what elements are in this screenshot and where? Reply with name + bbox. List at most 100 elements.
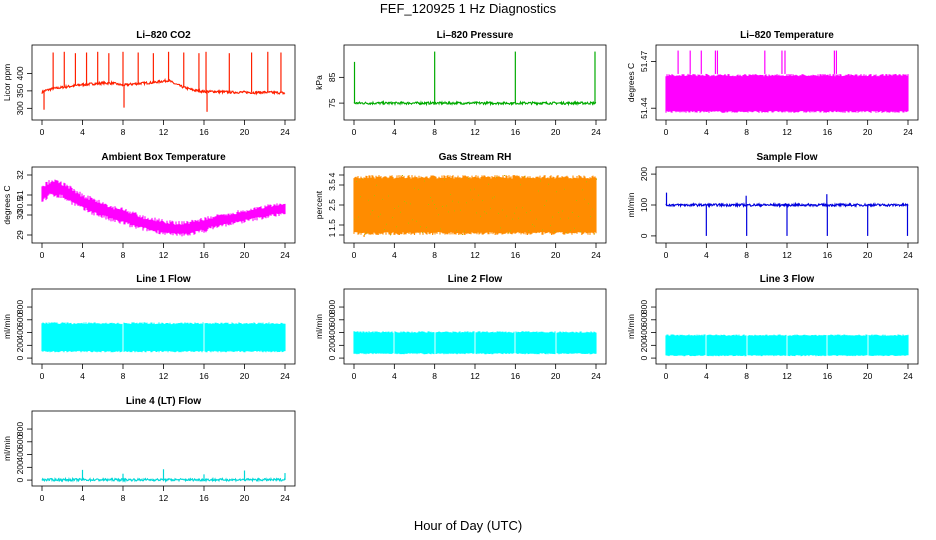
y-tick-label: 300 [15, 101, 25, 115]
x-tick-label: 12 [159, 493, 169, 503]
x-tick-label: 8 [744, 371, 749, 381]
panel-title: Gas Stream RH [439, 152, 512, 163]
panel-title: Line 3 Flow [760, 274, 815, 285]
y-tick-label: 600 [15, 434, 25, 448]
y-axis-title: ml/min [2, 314, 12, 339]
panel-title: Li–820 Pressure [437, 30, 514, 41]
x-tick-label: 12 [782, 371, 792, 381]
x-tick-label: 20 [240, 127, 250, 137]
y-tick-label: 0 [15, 355, 25, 360]
x-tick-label: 0 [40, 250, 45, 260]
y-axis-title: ml/min [626, 314, 636, 339]
x-tick-label: 20 [863, 127, 873, 137]
x-tick-label: 0 [40, 493, 45, 503]
x-tick-label: 0 [40, 127, 45, 137]
panel-7: Line 1 Flow 0 4 8 12 16 20 24 0 200400600800ml/mi… [2, 274, 296, 381]
panel-title: Line 1 Flow [136, 274, 191, 285]
x-tick-label: 20 [551, 127, 561, 137]
x-tick-label: 0 [664, 127, 669, 137]
x-tick-label: 24 [903, 127, 913, 137]
y-tick-label: 0 [15, 477, 25, 482]
x-tick-label: 8 [121, 371, 126, 381]
y-tick-label: 800 [15, 300, 25, 314]
x-tick-label: 16 [199, 127, 209, 137]
x-tick-label: 4 [704, 127, 709, 137]
y-axis-title: Licor ppm [2, 64, 12, 101]
x-tick-label: 20 [240, 371, 250, 381]
x-tick-label: 0 [664, 250, 669, 260]
x-tick-label: 8 [744, 127, 749, 137]
y-tick-label: 600 [327, 312, 337, 326]
panel-title: Sample Flow [756, 152, 817, 163]
y-axis-title: ml/min [2, 436, 12, 461]
x-tick-label: 16 [823, 371, 833, 381]
y-axis-title: kPa [314, 75, 324, 90]
x-tick-label: 12 [159, 250, 169, 260]
y-axis-title: degrees C [2, 185, 12, 224]
x-tick-label: 0 [352, 250, 357, 260]
y-tick-label: 400 [639, 325, 649, 339]
x-tick-label: 12 [470, 127, 480, 137]
y-tick-label: 31 [15, 190, 25, 200]
y-tick-label: 200 [327, 338, 337, 352]
x-tick-label: 16 [511, 250, 521, 260]
y-tick-label: 100 [639, 198, 649, 212]
x-tick-label: 4 [80, 493, 85, 503]
plot-frame [31, 44, 296, 121]
panel-10: Line 4 (LT) Flow 0 4 8 12 16 20 24 0 200400600800… [2, 396, 296, 503]
panel-5: Gas Stream RH 0 4 8 12 16 20 24 11.5 2.5 3.5 4 perce… [314, 152, 607, 260]
x-tick-label: 24 [280, 371, 290, 381]
x-tick-label: 20 [863, 250, 873, 260]
signal-band [353, 175, 597, 235]
y-tick-label: 85 [327, 72, 337, 82]
panel-6: Sample Flow 0 4 8 12 16 20 24 0 100 200 ml/min [626, 152, 919, 260]
y-axis-title: percent [314, 190, 324, 219]
y-tick-label: 0 [639, 355, 649, 360]
x-tick-label: 4 [80, 127, 85, 137]
x-tick-label: 16 [199, 371, 209, 381]
x-tick-label: 4 [80, 371, 85, 381]
x-tick-label: 8 [432, 250, 437, 260]
y-tick-label: 200 [15, 338, 25, 352]
signal-band [353, 331, 597, 355]
x-tick-label: 4 [392, 127, 397, 137]
panel-title: Ambient Box Temperature [101, 152, 226, 163]
signal-envelope [41, 179, 286, 237]
x-tick-label: 16 [823, 127, 833, 137]
y-tick-label: 0 [639, 233, 649, 238]
signal-band [665, 73, 909, 113]
x-tick-label: 12 [159, 371, 169, 381]
x-tick-label: 24 [280, 250, 290, 260]
x-tick-label: 4 [704, 250, 709, 260]
panel-3: Li–820 Temperature 0 4 8 12 16 20 24 51.44 51.47d… [626, 30, 919, 137]
y-axis-title: degrees C [626, 63, 636, 102]
x-tick-label: 20 [240, 250, 250, 260]
y-tick-label: 0 [327, 355, 337, 360]
signal-band-secondary [354, 175, 597, 236]
x-tick-label: 24 [591, 371, 601, 381]
y-tick-label: 51.47 [639, 51, 649, 73]
x-tick-label: 16 [823, 250, 833, 260]
x-tick-label: 20 [551, 250, 561, 260]
x-tick-label: 24 [591, 127, 601, 137]
x-tick-label: 24 [591, 250, 601, 260]
plot-frame [343, 44, 607, 121]
x-tick-label: 0 [664, 371, 669, 381]
x-tick-label: 8 [432, 371, 437, 381]
y-tick-label: 1 [327, 232, 337, 237]
figure-title: FEF_120925 1 Hz Diagnostics [379, 1, 557, 16]
x-tick-label: 4 [392, 371, 397, 381]
x-tick-label: 0 [40, 371, 45, 381]
signal-band [41, 322, 286, 353]
x-tick-label: 8 [121, 250, 126, 260]
y-tick-label: 29 [15, 230, 25, 240]
y-tick-label: 30.5 [15, 196, 25, 213]
x-tick-label: 0 [352, 371, 357, 381]
y-tick-label: 200 [15, 460, 25, 474]
panel-9: Line 3 Flow 0 4 8 12 16 20 24 0 200400600800ml/mi… [626, 274, 919, 381]
y-tick-label: 600 [15, 312, 25, 326]
y-tick-label: 1.5 [327, 219, 337, 231]
